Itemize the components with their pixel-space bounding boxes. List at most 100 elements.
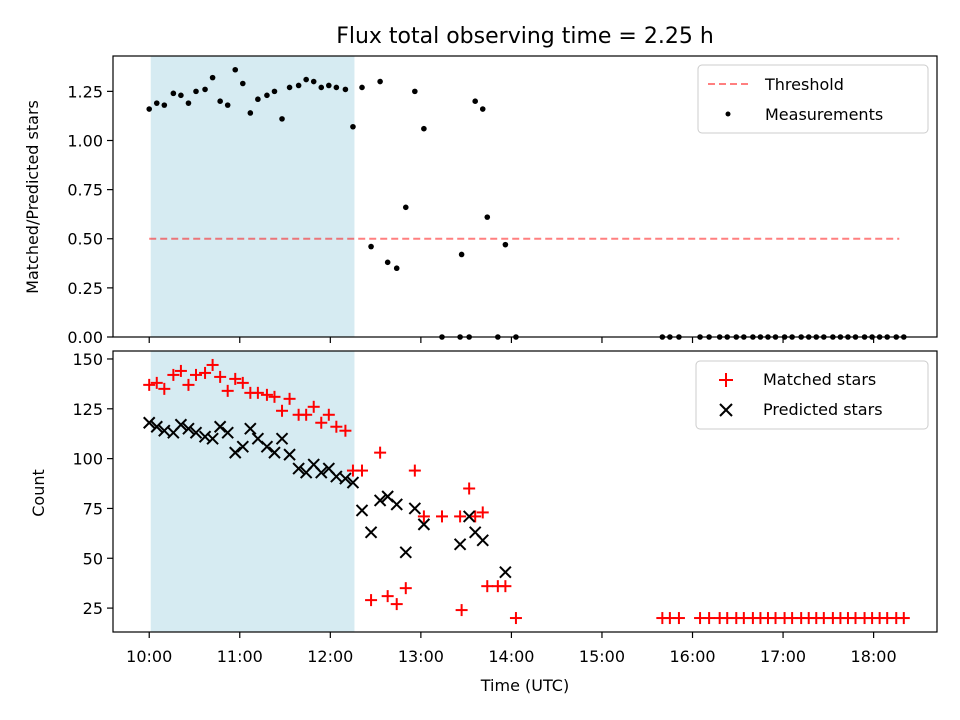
y-tick-label: 100 — [72, 450, 103, 469]
predicted-star-marker — [221, 426, 234, 439]
matched-star-marker — [276, 404, 289, 417]
matched-star-marker — [150, 376, 163, 389]
matched-star-marker — [330, 420, 343, 433]
predicted-star-marker — [150, 420, 163, 433]
legend-measurements-swatch — [725, 111, 731, 117]
measurement-point — [479, 106, 486, 112]
measurement-point — [359, 84, 365, 91]
measurement-point — [264, 92, 270, 99]
matched-star-marker — [509, 612, 522, 625]
measurement-point — [170, 90, 177, 97]
matched-star-marker — [339, 424, 352, 437]
predicted-star-marker — [476, 534, 489, 547]
predicted-star-marker — [364, 526, 378, 539]
matched-star-marker — [469, 510, 482, 523]
y-tick-label: 150 — [72, 350, 103, 369]
measurement-point — [279, 116, 285, 122]
matched-star-marker — [897, 612, 910, 625]
predicted-star-marker — [189, 426, 203, 439]
matched-star-marker — [454, 510, 467, 523]
measurement-point — [232, 66, 239, 73]
matched-star-marker — [381, 590, 394, 603]
x-tick-label: 16:00 — [669, 647, 715, 666]
matched-star-marker — [214, 370, 227, 383]
top-y-axis-label: Matched/Predicted stars — [23, 100, 42, 294]
predicted-star-marker — [346, 476, 360, 489]
shaded-span — [150, 351, 355, 632]
measurement-point — [185, 100, 192, 106]
top-panel: 0.00 0.25 0.50 0.75 1.00 1.25 Matched/Predict… — [23, 55, 938, 347]
matched-star-marker — [408, 464, 421, 477]
y-tick-label: 0.75 — [67, 181, 103, 200]
measurement-point — [146, 106, 153, 112]
observing-span-shade-bottom — [150, 351, 355, 632]
matched-star-marker — [374, 446, 387, 459]
predicted-star-marker — [213, 420, 227, 433]
matched-star-marker — [322, 408, 335, 421]
predicted-star-marker — [244, 422, 257, 435]
predicted-star-marker — [408, 502, 422, 515]
measurement-point — [318, 84, 325, 91]
predicted-star-marker — [453, 538, 467, 551]
matched-star-marker — [455, 604, 468, 617]
matched-star-marker — [499, 580, 512, 593]
predicted-star-marker — [417, 518, 431, 531]
matched-star-marker — [190, 368, 203, 381]
matched-star-marker — [435, 510, 448, 523]
measurement-point — [247, 110, 254, 116]
bottom-legend-box — [695, 360, 929, 430]
matched-star-marker — [399, 582, 412, 595]
matched-stars-points — [143, 358, 910, 625]
predicted-star-marker — [206, 432, 219, 445]
measurement-point — [202, 86, 208, 93]
y-tick-label: 1.25 — [67, 82, 103, 101]
matched-star-marker — [283, 392, 296, 405]
matched-star-marker — [703, 612, 716, 625]
matched-star-marker — [236, 376, 249, 389]
matched-star-marker — [206, 358, 219, 371]
legend-matched-label: Matched stars — [763, 370, 876, 389]
measurement-point — [393, 265, 400, 272]
measurement-point — [286, 84, 293, 91]
legend-matched-swatch — [719, 373, 733, 387]
measurement-point — [384, 259, 391, 266]
bottom-legend: Matched stars Predicted stars — [695, 360, 929, 430]
legend-threshold-label: Threshold — [764, 75, 844, 94]
measurement-point — [421, 125, 427, 132]
bottom-axes-frame — [112, 350, 938, 633]
matched-star-marker — [251, 386, 264, 399]
matched-star-marker — [672, 612, 685, 625]
predicted-star-marker — [315, 466, 328, 479]
measurement-point — [402, 204, 409, 211]
measurement-point — [342, 86, 349, 93]
predicted-star-marker — [355, 504, 369, 517]
matched-star-marker — [476, 506, 489, 519]
measurement-point — [412, 88, 418, 95]
measurement-point — [310, 78, 317, 85]
predicted-star-marker — [330, 470, 343, 483]
matched-star-marker — [143, 378, 156, 391]
x-tick-label: 14:00 — [488, 647, 534, 666]
predicted-stars-points — [143, 416, 512, 579]
predicted-star-marker — [275, 432, 289, 445]
top-legend: Threshold Measurements — [697, 64, 929, 134]
measurement-point — [333, 84, 340, 91]
x-tick-label: 17:00 — [760, 647, 806, 666]
matched-star-marker — [365, 594, 378, 607]
shaded-span — [150, 56, 355, 337]
predicted-star-marker — [182, 422, 195, 435]
y-tick-label: 0.25 — [67, 279, 103, 298]
measurement-point — [502, 241, 509, 248]
matched-star-marker — [356, 464, 369, 477]
y-tick-label: 25 — [83, 599, 103, 618]
measurement-point — [209, 74, 216, 81]
predicted-star-marker — [198, 430, 212, 443]
y-tick-label: 125 — [72, 400, 103, 419]
top-x-ticks — [148, 337, 875, 343]
matched-star-marker — [300, 408, 313, 421]
predicted-star-marker — [499, 566, 512, 579]
x-tick-label: 10:00 — [126, 647, 172, 666]
predicted-star-marker — [260, 440, 274, 453]
x-tick-label: 18:00 — [851, 647, 897, 666]
measurement-point — [178, 92, 184, 99]
